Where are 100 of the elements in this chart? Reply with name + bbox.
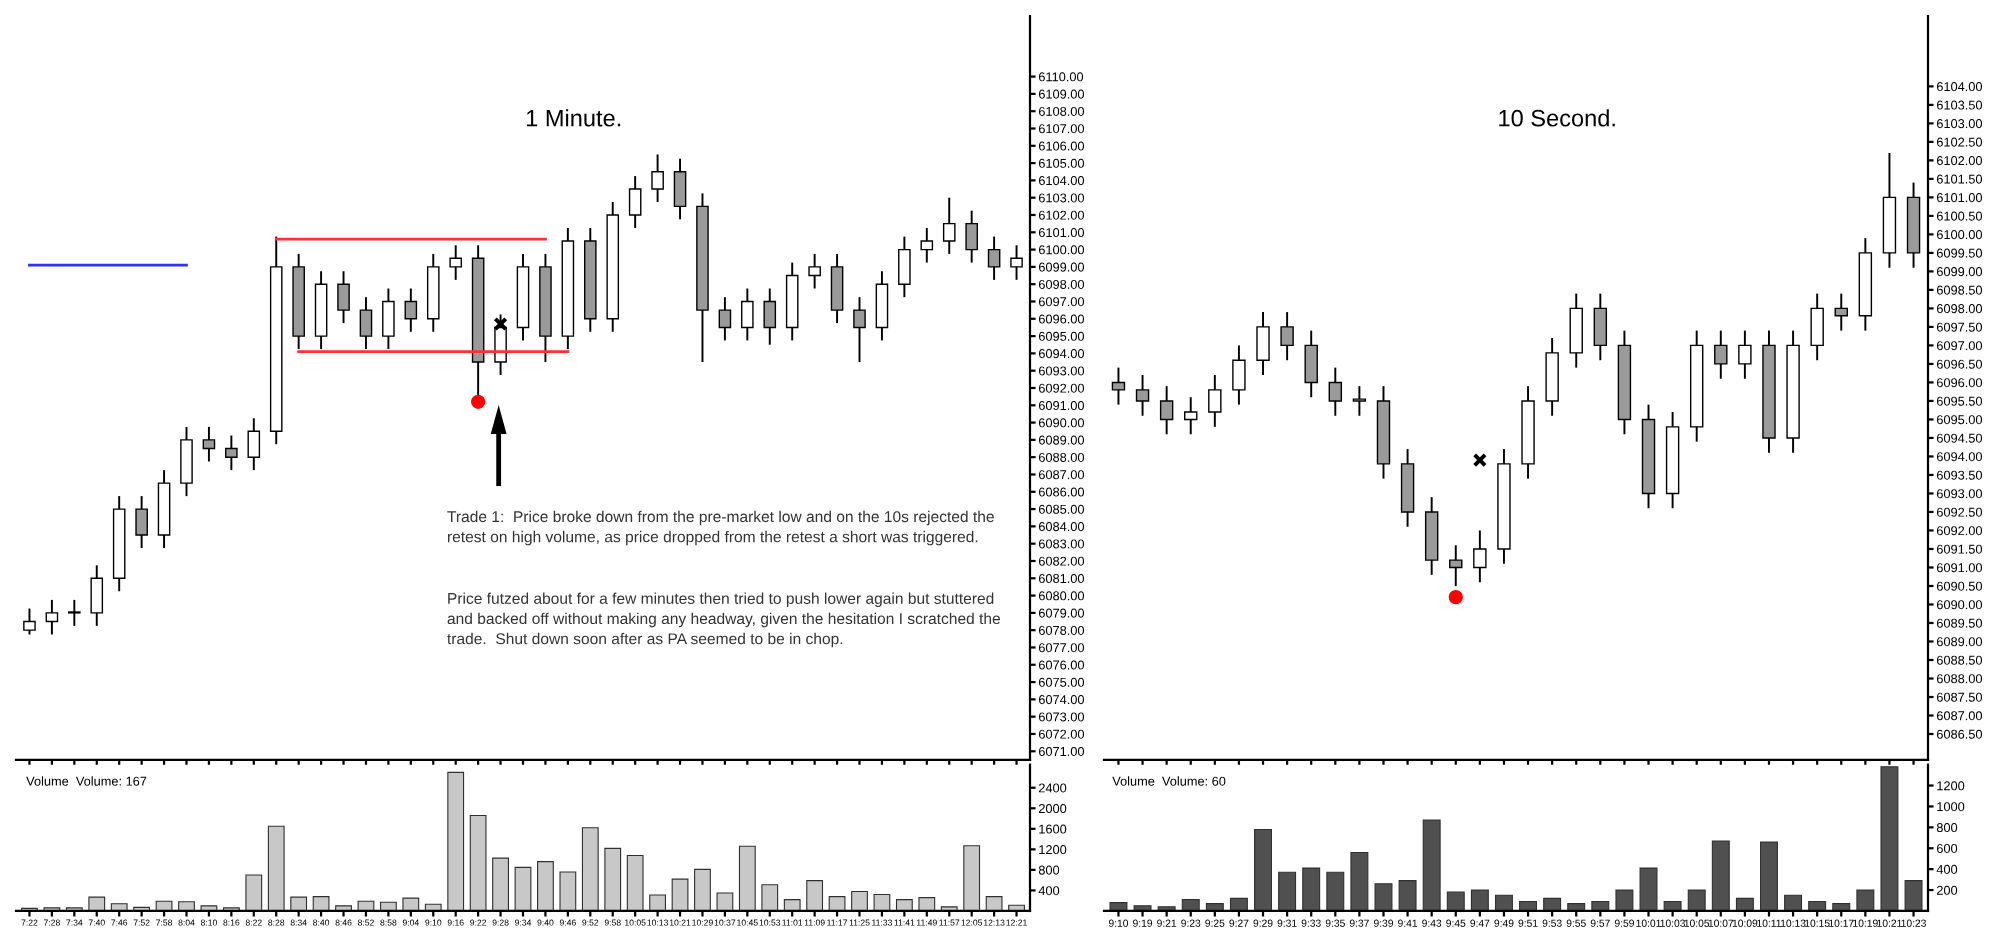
candlestick [202,425,216,463]
candlestick [1473,529,1487,584]
candlestick [1810,292,1824,362]
bar [1446,891,1465,911]
bar [1904,880,1923,911]
candlestick [1738,329,1752,380]
bar [783,899,801,911]
bar [402,897,420,911]
bar [1494,894,1513,911]
candlestick [853,296,866,363]
candlestick [449,244,463,281]
candlestick [225,434,238,472]
candlestick [942,196,956,255]
candlestick [23,607,36,636]
candlestick [404,287,418,333]
bar [1880,766,1899,911]
bar [1567,903,1586,911]
bar [1398,880,1417,911]
bar [716,892,734,911]
candlestick [987,235,1001,281]
bar [806,880,824,911]
candlestick [763,287,777,346]
candlestick [875,270,889,342]
bar [1133,905,1152,911]
bar [537,861,554,911]
bar [1326,871,1345,911]
bar [918,897,936,911]
candlestick [1135,374,1150,417]
candlestick [135,495,148,549]
text: 1 Minute. [526,109,621,127]
candlestick [673,157,687,221]
bar [178,901,195,911]
bar [1759,841,1778,911]
candlestick [337,270,350,325]
bar [559,871,577,911]
candlestick [808,252,821,290]
bar [1181,898,1200,911]
bar [1711,840,1730,911]
candlestick [247,417,261,472]
candlestick [45,598,59,636]
candlestick [1569,292,1583,369]
bar [1687,889,1706,911]
bar [1350,851,1369,911]
bar [1470,889,1489,911]
bar [1808,900,1827,911]
bar [267,825,285,911]
candlestick [90,564,104,627]
candlestick [1184,396,1198,436]
bar [895,899,913,911]
candlestick [898,235,911,299]
candlestick [1232,344,1246,406]
candlestick [651,153,664,203]
candlestick [830,252,844,325]
bar [1832,903,1851,911]
bar [245,874,263,911]
candlestick [1304,329,1318,399]
candlestick [180,425,193,498]
bar [985,896,1003,911]
bar [828,896,846,911]
candlestick [1593,292,1608,362]
bar [514,866,532,911]
bar [873,893,891,911]
candlestick [1714,329,1728,380]
bar [761,884,779,911]
bar [1735,897,1754,911]
bar [492,857,509,911]
bar [671,878,689,911]
candlestick [68,598,81,627]
bar [447,771,465,911]
bar [469,814,487,911]
candlestick [1256,311,1270,376]
bar [1856,889,1875,911]
candlestick [718,296,732,342]
text: 10 Second. [1499,109,1615,127]
candlestick [1280,311,1294,362]
bar [963,845,981,911]
candlestick [1352,385,1367,417]
bar [1591,900,1610,911]
candlestick [1834,292,1848,332]
candlestick [1449,544,1463,587]
bar [581,827,599,911]
bar [1278,871,1297,911]
bar [1519,900,1538,911]
bar [1229,897,1248,911]
bar [1543,897,1562,911]
bar [1205,903,1224,911]
candlestick [382,287,395,351]
candlestick [920,227,934,264]
bar [1784,894,1803,911]
candlestick [741,287,754,342]
bar [738,845,756,911]
bar [1109,902,1128,911]
bar [1422,819,1441,911]
bar [604,847,622,911]
candlestick [1111,366,1126,406]
bar [88,896,106,911]
bar [649,894,667,911]
candlestick [1208,374,1222,428]
bar [290,896,308,911]
candlestick [1010,244,1023,281]
